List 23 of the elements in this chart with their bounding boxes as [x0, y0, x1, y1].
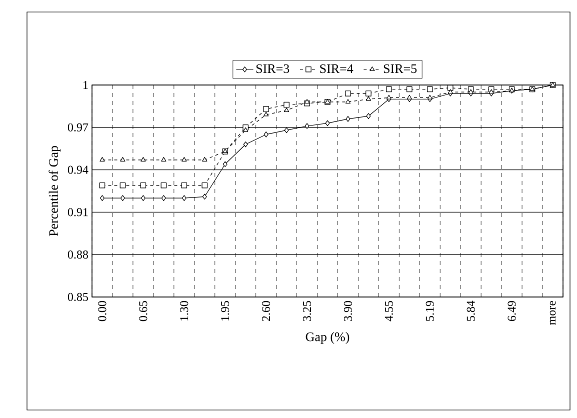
y-tick-label: 0.85 — [68, 292, 88, 302]
x-tick-label: 4.55 — [384, 300, 393, 322]
x-tick-label: 3.90 — [344, 300, 352, 321]
y-tick-label: 0.91 — [68, 208, 88, 216]
y-axis-title: Percentile of Gap — [48, 146, 61, 236]
y-tick-label: 0.94 — [68, 166, 88, 174]
x-axis-title: Gap (%) — [306, 332, 350, 344]
legend-label: SIR=4 — [320, 64, 354, 74]
y-tick-label: 0.97 — [68, 123, 88, 132]
legend-label: SIR=5 — [384, 64, 417, 74]
x-tick-label: 1.30 — [180, 300, 188, 320]
x-tick-label: 5.19 — [426, 301, 434, 321]
x-tick-label: 2.60 — [262, 300, 270, 321]
x-tick-label: more — [550, 300, 556, 325]
x-tick-label: 6.49 — [508, 301, 516, 322]
x-tick-label: 3.25 — [302, 300, 312, 321]
legend-label: SIR=3 — [256, 64, 290, 74]
x-tick-label: 0.65 — [139, 300, 148, 322]
y-tick-label: 1 — [84, 81, 88, 89]
x-tick-label: 5.84 — [466, 300, 475, 321]
y-tick-label: 0.88 — [68, 250, 88, 259]
x-tick-label: 0.00 — [98, 300, 106, 322]
x-tick-label: 1.95 — [221, 300, 230, 320]
